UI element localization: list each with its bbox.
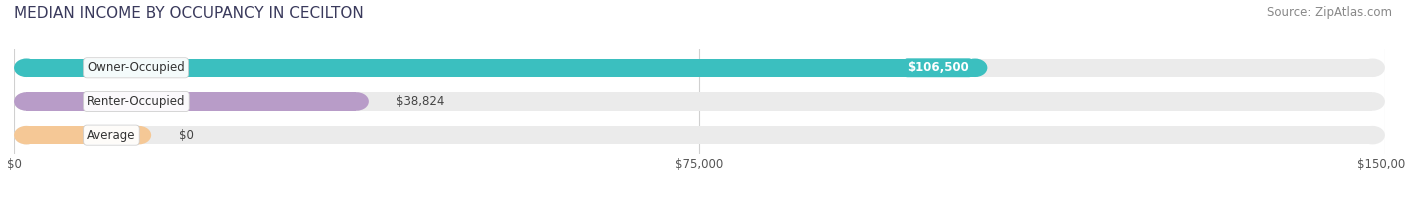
Ellipse shape [1360,126,1385,144]
Ellipse shape [14,59,39,77]
Text: Owner-Occupied: Owner-Occupied [87,61,186,74]
Ellipse shape [14,92,39,111]
Text: $0: $0 [179,129,194,142]
Bar [27,92,357,111]
Ellipse shape [344,92,368,111]
Bar [27,126,139,144]
Ellipse shape [1360,92,1385,111]
Bar [27,59,974,77]
Ellipse shape [14,126,39,144]
Ellipse shape [1360,59,1385,77]
Text: Renter-Occupied: Renter-Occupied [87,95,186,108]
Bar [27,92,1372,111]
Text: MEDIAN INCOME BY OCCUPANCY IN CECILTON: MEDIAN INCOME BY OCCUPANCY IN CECILTON [14,6,364,21]
Ellipse shape [14,59,39,77]
Ellipse shape [14,92,39,111]
Text: Average: Average [87,129,135,142]
Bar [27,126,1372,144]
Text: Source: ZipAtlas.com: Source: ZipAtlas.com [1267,6,1392,19]
Ellipse shape [127,126,152,144]
Text: $38,824: $38,824 [396,95,444,108]
Ellipse shape [963,59,987,77]
Ellipse shape [14,126,39,144]
Bar [27,59,1372,77]
Text: $106,500: $106,500 [907,61,969,74]
